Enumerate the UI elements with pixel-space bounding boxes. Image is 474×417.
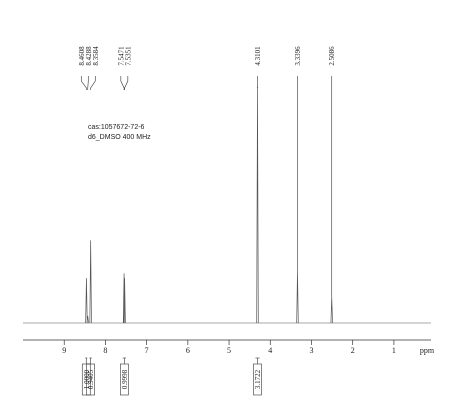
peak [256, 86, 259, 324]
peak-label: 4.3101 [254, 46, 262, 66]
peak-label-leader [124, 76, 129, 90]
x-tick-label: 1 [392, 346, 396, 355]
annotation: d6_DMSO 400 MHz [88, 134, 151, 141]
x-tick-label: 6 [186, 346, 190, 355]
integral-box [253, 363, 262, 396]
x-tick-label: 2 [351, 346, 355, 355]
peak [330, 297, 333, 324]
annotation: cas:1057672-72-6 [88, 124, 145, 131]
x-tick-label: 7 [145, 346, 149, 355]
peak-label-leader [87, 76, 89, 90]
peak-label: 7.5471 [117, 46, 125, 66]
peak [89, 240, 92, 324]
integral-box [81, 363, 91, 396]
integral-label: 0.9998 [121, 369, 129, 389]
integral-box [120, 363, 129, 396]
peak [122, 273, 126, 324]
peak-label: 8.4608 [78, 46, 86, 66]
integral-label: 0.9405 [87, 369, 95, 389]
x-tick-label: 9 [62, 346, 66, 355]
peak-label: 3.3396 [294, 46, 302, 66]
peak-label: 7.5351 [124, 46, 132, 66]
peak-label: 8.3584 [92, 46, 100, 66]
x-tick-label: 8 [103, 346, 107, 355]
x-tick-label: 5 [227, 346, 231, 355]
peak-label-leader [80, 76, 87, 90]
x-tick-label: 4 [268, 346, 272, 355]
peak-label: 2.5086 [328, 46, 336, 66]
peak [86, 315, 89, 324]
integral-label: 3.1722 [254, 369, 262, 389]
integral-box [86, 363, 95, 396]
peak [296, 271, 299, 324]
peak-label-leader [120, 76, 125, 90]
peak-label: 8.4288 [85, 46, 93, 66]
x-tick-label: 3 [309, 346, 313, 355]
peak [85, 278, 88, 324]
peak-label-leader [90, 76, 96, 90]
x-axis-label: ppm [420, 346, 435, 355]
peak [123, 278, 126, 324]
